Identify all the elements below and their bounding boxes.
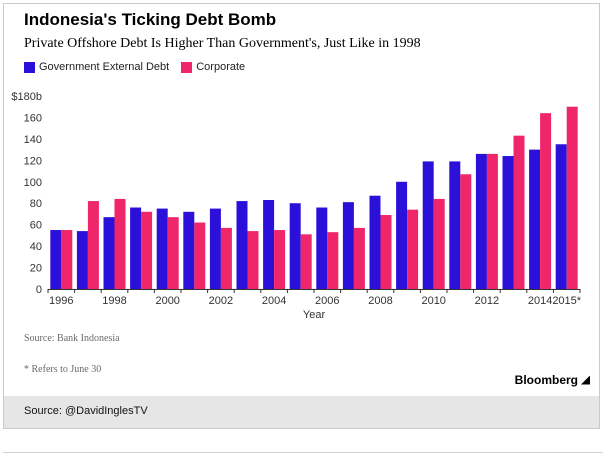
bar-corporate: [247, 231, 259, 289]
x-tick-label: 2006: [315, 295, 339, 307]
bar-corporate: [141, 211, 153, 289]
bar-government: [529, 149, 541, 289]
bar-corporate: [167, 217, 179, 289]
bar-chart: 0 20 40 60 80 100 120 140 160 $180b 1996 1998 2000 20…: [11, 91, 581, 321]
bar-government: [289, 203, 301, 289]
bar-corporate: [486, 153, 498, 289]
bar-government: [396, 181, 408, 289]
bar-corporate: [61, 230, 73, 289]
legend-item-government: Government External Debt: [24, 61, 169, 73]
bar-government: [316, 207, 328, 289]
bar-corporate: [566, 106, 578, 289]
legend: Government External Debt Corporate: [24, 61, 257, 73]
y-tick-label: 120: [24, 155, 42, 167]
logo-text: Bloomberg: [514, 373, 578, 387]
x-tick-label: 2010: [421, 295, 445, 307]
x-tick-label: 1996: [49, 295, 73, 307]
bar-government: [449, 161, 461, 289]
bar-government: [103, 217, 115, 289]
bar-government: [236, 201, 248, 289]
bar-corporate: [460, 174, 472, 289]
x-axis-title: Year: [303, 309, 326, 321]
bar-government: [475, 153, 487, 289]
legend-swatch-government: [24, 61, 35, 73]
source-note: Source: Bank Indonesia: [24, 333, 120, 344]
bar-corporate: [274, 230, 286, 289]
x-tick-label: 1998: [102, 295, 126, 307]
x-tick-label: 2004: [262, 295, 286, 307]
bar-government: [209, 208, 221, 289]
x-tick-label: 2015*: [552, 295, 581, 307]
legend-swatch-corporate: [181, 61, 193, 73]
bar-corporate: [380, 215, 392, 289]
bar-corporate: [220, 227, 232, 289]
bar-government: [263, 200, 275, 289]
chart-title: Indonesia's Ticking Debt Bomb: [24, 10, 277, 29]
bar-corporate: [407, 209, 419, 289]
logo-mark-icon: [581, 375, 590, 385]
bar-government: [422, 161, 434, 289]
y-tick-label: 100: [24, 177, 42, 189]
bar-corporate: [194, 222, 206, 289]
footer-bar: Source: @DavidInglesTV: [4, 396, 599, 428]
legend-item-corporate: Corporate: [181, 61, 245, 73]
bar-government: [183, 211, 195, 289]
legend-label-corporate: Corporate: [196, 61, 246, 73]
y-tick-label: 40: [30, 241, 42, 253]
y-tick-label: 80: [30, 198, 42, 210]
bar-corporate: [540, 113, 552, 290]
y-tick-label: 20: [30, 263, 42, 275]
x-tick-label: 2002: [209, 295, 233, 307]
chart-subtitle: Private Offshore Debt Is Higher Than Gov…: [24, 36, 421, 51]
bar-corporate: [513, 135, 525, 289]
footnote: * Refers to June 30: [24, 364, 102, 375]
x-tick-label: 2012: [475, 295, 499, 307]
bar-corporate: [114, 198, 126, 289]
bar-government: [502, 156, 514, 289]
y-tick-label: $180b: [11, 91, 42, 103]
bar-corporate: [433, 198, 445, 289]
bar-government: [342, 202, 354, 289]
bar-government: [76, 231, 88, 289]
bar-government: [156, 208, 168, 289]
y-tick-label: 160: [24, 112, 42, 124]
y-tick-label: 0: [36, 284, 42, 296]
x-tick-label: 2014: [528, 295, 552, 307]
x-tick-label: 2008: [368, 295, 392, 307]
bar-government: [130, 207, 142, 289]
bar-corporate: [353, 227, 365, 289]
chart-card: [3, 3, 600, 429]
footer-source: Source: @DavidInglesTV: [24, 405, 148, 417]
bar-corporate: [87, 201, 99, 289]
bar-government: [555, 144, 567, 289]
bar-corporate: [327, 232, 339, 289]
bottom-divider: [3, 452, 603, 453]
y-tick-label: 60: [30, 220, 42, 232]
bar-corporate: [300, 234, 312, 289]
x-tick-label: 2000: [155, 295, 179, 307]
bloomberg-logo: Bloomberg: [515, 373, 590, 387]
legend-label-government: Government External Debt: [39, 61, 170, 73]
bar-government: [369, 195, 381, 289]
y-tick-label: 140: [24, 134, 42, 146]
bar-government: [50, 230, 62, 289]
